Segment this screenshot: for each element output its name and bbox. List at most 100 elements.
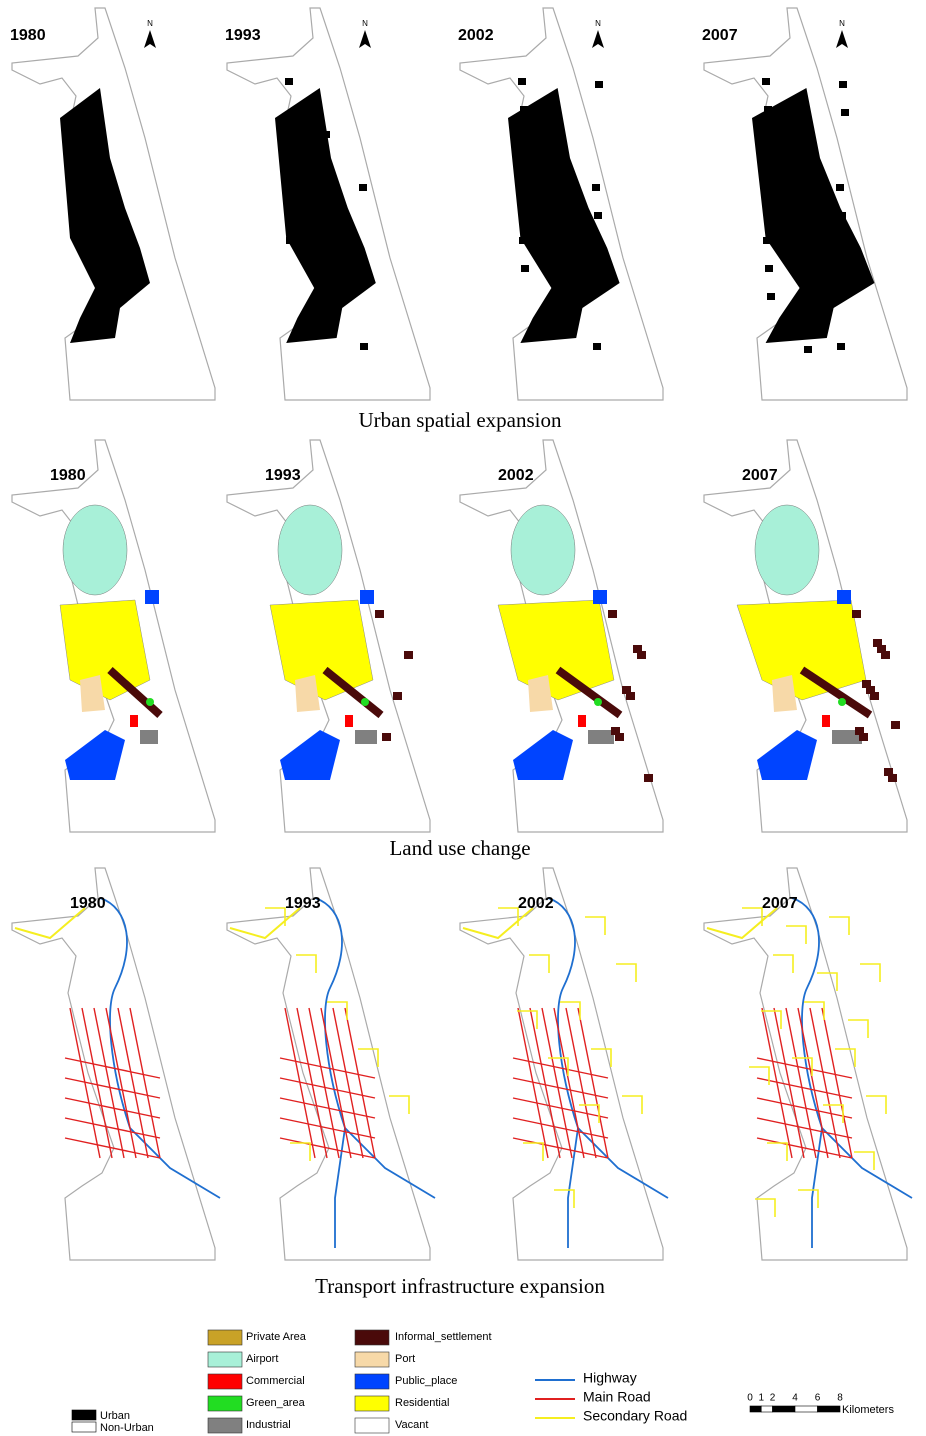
- row-title: Urban spatial expansion: [359, 408, 562, 432]
- urban-patch: [763, 237, 771, 244]
- north-label: N: [839, 19, 845, 28]
- commercial: [822, 715, 830, 727]
- urban-patch: [802, 318, 810, 325]
- urban-patch: [322, 131, 330, 138]
- commercial: [345, 715, 353, 727]
- informal-settlement: [404, 651, 413, 659]
- urban-patch: [837, 343, 845, 350]
- urban-patch: [841, 109, 849, 116]
- airport: [63, 505, 127, 595]
- year-label: 2007: [702, 27, 738, 44]
- informal-settlement: [873, 639, 882, 647]
- scale-tick-label: 4: [792, 1393, 798, 1404]
- urban-patch: [285, 78, 293, 85]
- urban-patch: [519, 237, 527, 244]
- year-label: 2002: [518, 895, 554, 912]
- urban-patch: [803, 187, 811, 194]
- informal-settlement: [884, 768, 893, 776]
- informal-settlement: [608, 610, 617, 618]
- year-label: 2002: [458, 27, 494, 44]
- urban-patch: [767, 293, 775, 300]
- legend-label: Informal_settlement: [395, 1331, 492, 1343]
- legend-label: Port: [395, 1353, 415, 1365]
- legend-swatch: [208, 1352, 242, 1367]
- urban-patch: [836, 184, 844, 191]
- urban-patch: [840, 240, 848, 247]
- legend-swatch: [208, 1330, 242, 1345]
- green-area: [361, 698, 369, 706]
- legend-swatch: [208, 1396, 242, 1411]
- scale-segment: [818, 1406, 841, 1412]
- year-label: 2007: [742, 467, 778, 484]
- urban-patch: [323, 290, 331, 297]
- legend-label: Residential: [395, 1397, 449, 1409]
- scale-tick-label: 8: [837, 1393, 843, 1404]
- legend-swatch: [355, 1396, 389, 1411]
- year-label: 2002: [498, 467, 534, 484]
- urban-patch: [286, 237, 294, 244]
- scale-tick-label: 0: [747, 1393, 753, 1404]
- informal-settlement: [891, 721, 900, 729]
- informal-settlement: [375, 610, 384, 618]
- legend-swatch: [72, 1410, 96, 1420]
- informal-settlement: [611, 727, 620, 735]
- urban-patch: [592, 184, 600, 191]
- urban-patch: [765, 265, 773, 272]
- legend-label: Secondary Road: [583, 1408, 687, 1424]
- informal-settlement: [852, 610, 861, 618]
- legend-label: Urban: [100, 1410, 130, 1422]
- legend-label: Industrial: [246, 1419, 291, 1431]
- legend-swatch: [355, 1374, 389, 1389]
- urban-patch: [762, 78, 770, 85]
- informal-settlement: [633, 645, 642, 653]
- urban-patch: [838, 212, 846, 219]
- informal-settlement: [644, 774, 653, 782]
- informal-settlement: [393, 692, 402, 700]
- year-label: 1980: [10, 27, 46, 44]
- legend-label: Highway: [583, 1370, 637, 1386]
- urban-patch: [556, 290, 564, 297]
- urban-patch: [518, 78, 526, 85]
- legend-swatch: [208, 1418, 242, 1433]
- legend-label: Non-Urban: [100, 1422, 154, 1434]
- urban-patch: [800, 290, 808, 297]
- legend-label: Green_area: [246, 1397, 306, 1409]
- industrial: [355, 730, 377, 744]
- urban-patch: [839, 81, 847, 88]
- year-label: 1993: [225, 27, 261, 44]
- year-label: 1980: [70, 895, 106, 912]
- legend-label: Public_place: [395, 1375, 457, 1387]
- scale-segment: [773, 1406, 796, 1412]
- urban-patch: [555, 131, 563, 138]
- legend-label: Main Road: [583, 1389, 651, 1405]
- north-label: N: [362, 19, 368, 28]
- commercial: [130, 715, 138, 727]
- informal-settlement: [382, 733, 391, 741]
- green-area: [594, 698, 602, 706]
- green-area: [146, 698, 154, 706]
- public-place: [593, 590, 607, 604]
- public-place: [360, 590, 374, 604]
- legend-swatch: [355, 1418, 389, 1433]
- urban-patch: [801, 159, 809, 166]
- urban-patch: [595, 81, 603, 88]
- year-label: 1993: [265, 467, 301, 484]
- green-area: [838, 698, 846, 706]
- urban-patch: [520, 106, 528, 113]
- year-label: 1993: [285, 895, 321, 912]
- urban-patch: [766, 134, 774, 141]
- legend-label: Commercial: [246, 1375, 305, 1387]
- urban-patch: [593, 343, 601, 350]
- urban-patch: [521, 265, 529, 272]
- scale-unit: Kilometers: [842, 1404, 894, 1416]
- informal-settlement: [862, 680, 871, 688]
- north-label: N: [147, 19, 153, 28]
- urban-patch: [558, 318, 566, 325]
- north-label: N: [595, 19, 601, 28]
- commercial: [578, 715, 586, 727]
- informal-settlement: [622, 686, 631, 694]
- figure: 1980 N 1993 N 2002 N 2007 N Urban spatial expans…: [0, 0, 926, 1436]
- year-label: 1980: [50, 467, 86, 484]
- scale-segment: [795, 1406, 818, 1412]
- urban-patch: [594, 212, 602, 219]
